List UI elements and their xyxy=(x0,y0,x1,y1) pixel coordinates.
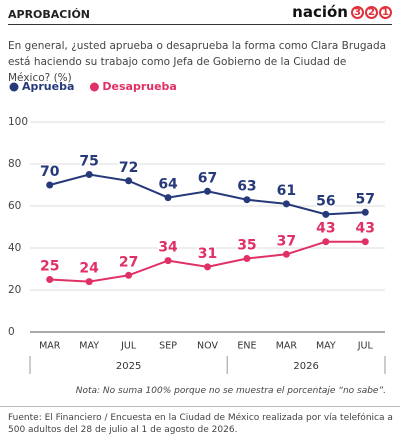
point xyxy=(125,271,133,279)
legend-marker xyxy=(89,82,99,92)
data-label: 75 xyxy=(79,154,98,170)
note: Nota: No suma 100% porque no se muestra … xyxy=(75,386,386,396)
y-tick-label: 80 xyxy=(8,158,21,170)
legend-marker xyxy=(9,82,19,92)
x-tick-label: ENE xyxy=(237,341,256,352)
x-tick-label: MAY xyxy=(316,341,336,352)
brand-digit: 3 xyxy=(351,5,364,19)
data-label: 63 xyxy=(237,179,256,195)
y-tick-label: 100 xyxy=(8,116,28,128)
y-tick-label: 20 xyxy=(8,284,21,296)
point xyxy=(322,238,330,246)
legend-label: Desaprueba xyxy=(102,80,176,93)
point xyxy=(85,278,93,286)
point xyxy=(243,255,251,262)
x-tick-label: MAR xyxy=(39,341,61,352)
data-label: 35 xyxy=(237,238,256,254)
data-label: 31 xyxy=(198,246,217,262)
year-label: 2026 xyxy=(293,361,318,372)
data-label: 56 xyxy=(316,193,335,209)
point xyxy=(361,208,369,216)
data-label: 43 xyxy=(356,221,375,237)
point xyxy=(85,171,93,178)
x-tick-label: JUL xyxy=(120,341,137,352)
x-tick-label: MAR xyxy=(276,341,298,352)
point xyxy=(46,276,54,283)
point xyxy=(204,263,211,271)
brand-digit: 2 xyxy=(365,5,378,19)
y-tick-label: 60 xyxy=(8,200,21,212)
point xyxy=(322,210,330,218)
footer-rule xyxy=(0,406,400,407)
y-tick-label: 0 xyxy=(8,326,15,338)
data-label: 43 xyxy=(316,221,335,237)
data-label: 70 xyxy=(40,164,60,180)
point xyxy=(282,200,290,208)
x-tick-label: SEP xyxy=(159,341,177,352)
brand-digit: 1 xyxy=(379,5,392,19)
point xyxy=(204,187,211,195)
kicker: APROBACIÓN xyxy=(8,8,91,21)
y-tick-label: 40 xyxy=(8,242,21,254)
data-label: 27 xyxy=(119,254,138,270)
data-label: 24 xyxy=(79,261,99,277)
data-label: 72 xyxy=(119,160,138,176)
x-tick-label: MAY xyxy=(79,341,99,352)
data-label: 25 xyxy=(40,259,59,275)
data-label: 57 xyxy=(356,191,375,207)
year-label: 2025 xyxy=(116,361,141,372)
point xyxy=(125,177,133,185)
point xyxy=(46,181,54,189)
point xyxy=(361,238,369,246)
data-label: 64 xyxy=(158,177,178,193)
legend-label: Aprueba xyxy=(22,80,74,93)
header-rule xyxy=(8,24,392,25)
point xyxy=(164,257,172,265)
source: Fuente: El Financiero / Encuesta en la C… xyxy=(8,413,393,435)
x-tick-label: NOV xyxy=(197,341,218,352)
x-tick-label: JUL xyxy=(357,341,374,352)
data-label: 34 xyxy=(158,240,178,256)
data-label: 37 xyxy=(277,233,296,249)
point xyxy=(164,194,172,202)
data-label: 61 xyxy=(277,183,296,199)
point xyxy=(282,250,290,258)
point xyxy=(243,196,251,204)
question: En general, ¿usted aprueba o desaprueba … xyxy=(8,40,387,84)
data-label: 67 xyxy=(198,170,217,186)
brand-name: nación xyxy=(292,3,348,21)
